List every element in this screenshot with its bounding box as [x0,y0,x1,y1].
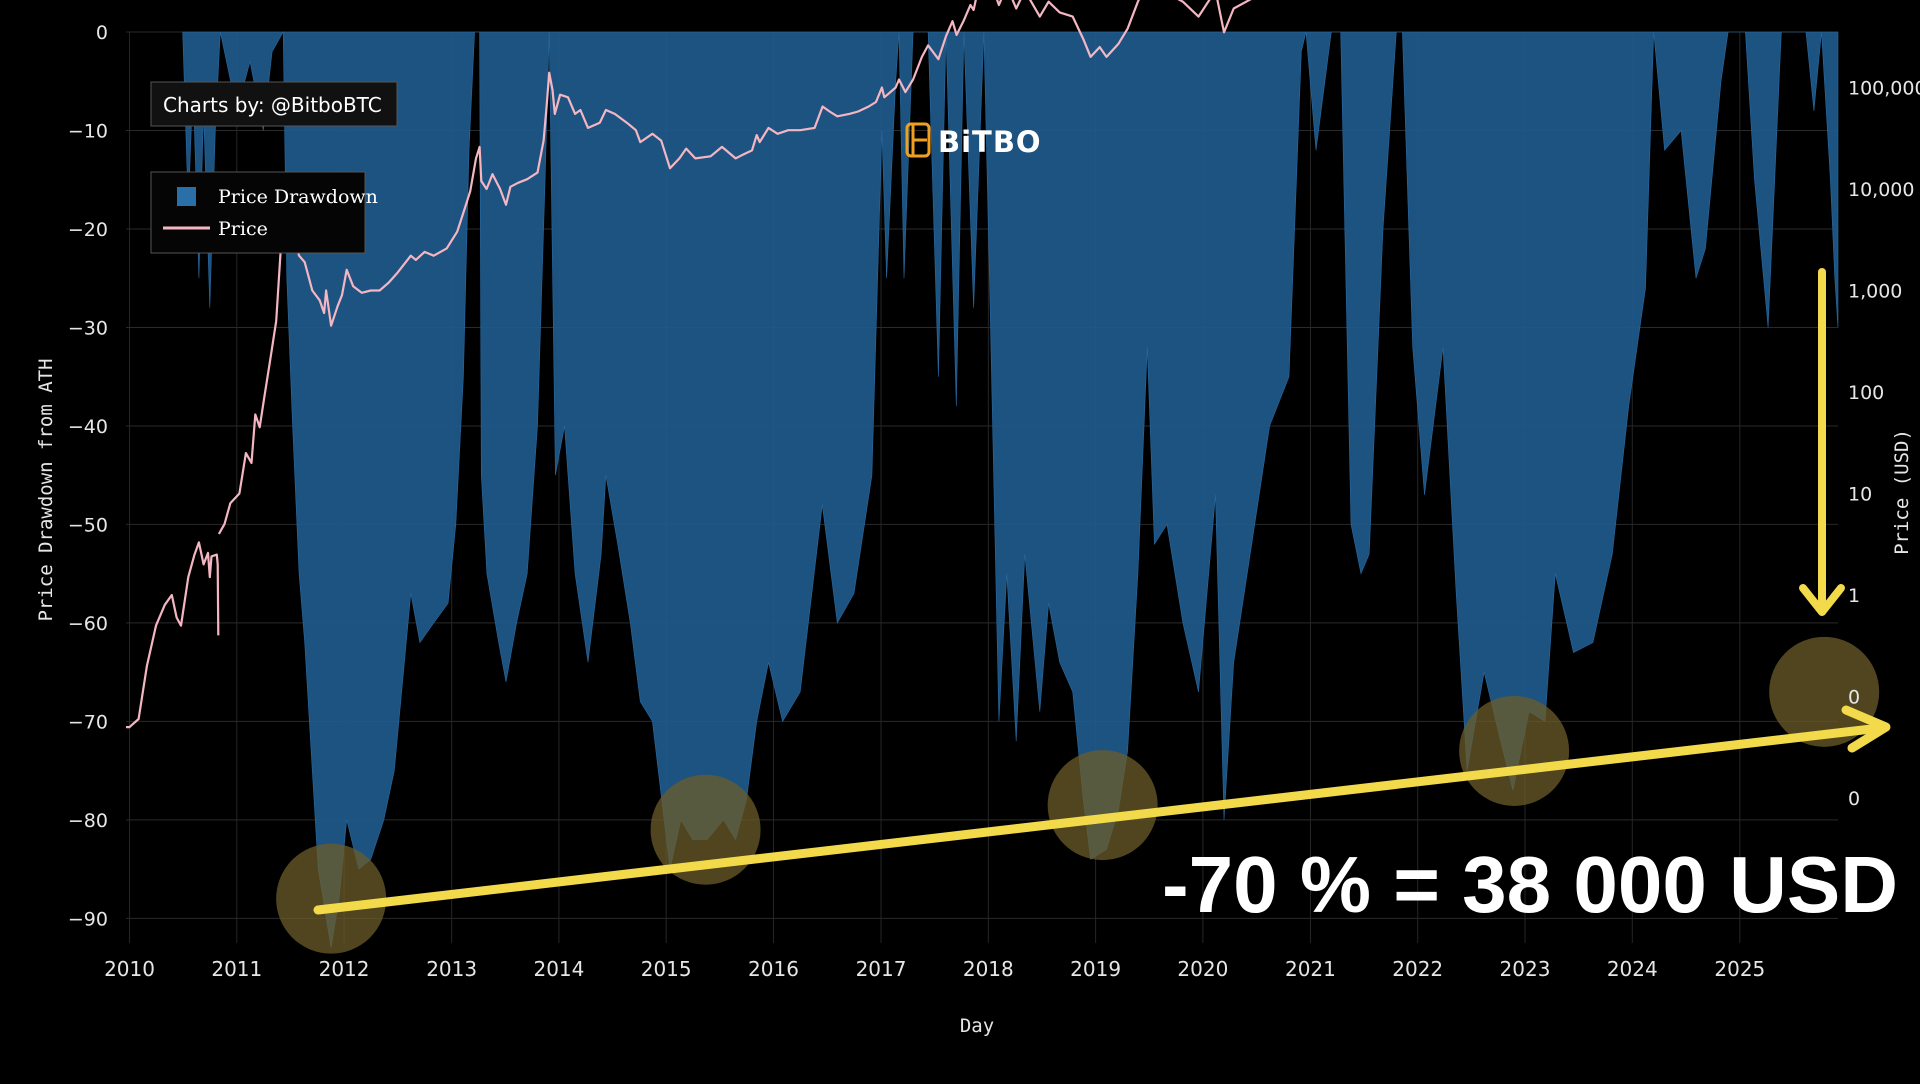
x-tick-label: 2011 [211,957,262,981]
y-left-tick-label: −90 [68,908,108,930]
bitbo-logo-text: BiTBO [938,125,1042,159]
y-right-tick-label: 100 [1848,382,1884,404]
x-tick-label: 2024 [1607,957,1658,981]
y-left-tick-label: −50 [68,514,108,536]
y-right-tick-label: 0 [1848,687,1860,709]
x-tick-label: 2022 [1392,957,1443,981]
credit-box: Charts by: @BitboBTC [150,81,398,127]
legend-label-price: Price [218,218,268,240]
legend-swatch-drawdown [177,187,196,206]
x-tick-label: 2012 [319,957,370,981]
y-left-tick-label: 0 [96,22,108,44]
x-tick-label: 2016 [748,957,799,981]
drawdown-area [182,30,1839,948]
x-tick-label: 2013 [426,957,477,981]
y-axis-right-title: Price (USD) [1891,429,1913,555]
y-left-tick-label: −80 [68,810,108,832]
cycle-low-highlight [1047,750,1158,861]
y-right-tick-label: 1 [1848,585,1860,607]
y-right-tick-label: 10,000 [1848,179,1914,201]
bitbo-coin-icon [905,122,931,158]
x-tick-label: 2014 [533,957,584,981]
y-right-tick-label: 10 [1848,484,1872,506]
price-line-segment [126,541,220,729]
x-tick-label: 2020 [1177,957,1228,981]
x-tick-label: 2010 [104,957,155,981]
y-left-tick-label: −20 [68,219,108,241]
price-line-layer [126,0,1252,729]
legend: Price Drawdown Price [150,171,378,254]
y-left-tick-label: −60 [68,613,108,635]
down-arrow-head [1799,584,1845,616]
credit-text: Charts by: @BitboBTC [163,93,382,117]
x-axis-title: Day [960,1015,994,1037]
y-right-tick-label: 0 [1848,788,1860,810]
trend-arrow-line [313,723,1885,915]
x-tick-label: 2025 [1714,957,1765,981]
y-axis-left-ticks: 0 −10 −20 −30 −40 −50 −60 −70 −80 −90 [68,22,108,930]
legend-label-drawdown: Price Drawdown [218,186,378,208]
cycle-low-highlight [1769,636,1880,747]
y-left-tick-label: −10 [68,120,108,142]
bitbo-logo: BiTBO [905,122,1042,159]
x-tick-label: 2019 [1070,957,1121,981]
x-tick-label: 2018 [963,957,1014,981]
y-right-tick-label: 1,000 [1848,281,1902,303]
y-right-tick-label: 100,000 [1848,78,1920,100]
x-tick-label: 2023 [1500,957,1551,981]
x-tick-label: 2015 [641,957,692,981]
drawdown-area-layer [182,30,1839,948]
y-axis-left-title: Price Drawdown from ATH [35,358,57,621]
y-left-tick-label: −40 [68,416,108,438]
price-line-segment [217,0,977,535]
price-line-segment [995,0,1252,58]
y-left-tick-label: −30 [68,317,108,339]
cycle-low-highlight [276,843,387,954]
y-left-tick-label: −70 [68,711,108,733]
x-tick-label: 2021 [1285,957,1336,981]
cycle-low-highlight [1459,695,1570,806]
x-axis-ticks: 2010 2011 2012 2013 2014 2015 2016 2017 2018 2019… [104,957,1765,981]
x-tick-label: 2017 [856,957,907,981]
annotation-arrows [313,268,1891,915]
trend-arrow-head [1841,705,1891,753]
drawdown-annotation: -70 % = 38 000 USD [1162,840,1898,929]
